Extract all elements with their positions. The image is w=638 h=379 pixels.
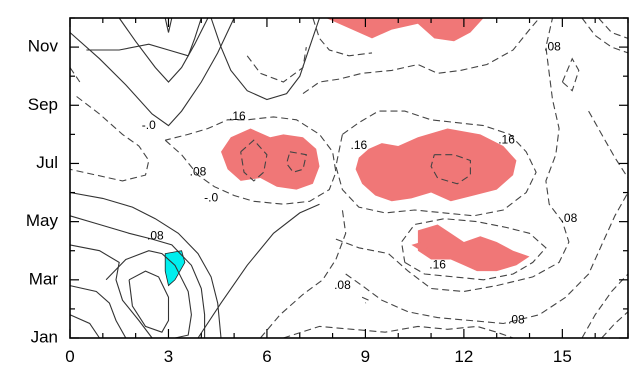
contour-line-solid-3 <box>69 17 235 127</box>
contour-line-dashed-10 <box>246 47 307 83</box>
contour-line-dashed-1 <box>164 116 337 205</box>
contour-label-6: -.0 <box>204 191 218 205</box>
contour-line-dashed-6 <box>400 218 547 281</box>
y-tick-label: Sep <box>28 95 58 114</box>
contour-labels: .08 .16 -.0 .16 .16 .08 -.0 .08 .08 .16 .08 .08 <box>142 39 578 326</box>
contour-label-3: .16 <box>351 138 368 152</box>
contour-line-solid-10 <box>69 314 100 339</box>
contour-lines <box>69 17 629 339</box>
y-tick-label: Nov <box>28 37 59 56</box>
contour-line-dashed-2 <box>240 139 268 182</box>
contour-line-solid-7 <box>128 270 170 333</box>
contour-line-dashed-12 <box>345 192 629 325</box>
x-tick-label: 6 <box>262 347 271 366</box>
contour-line-dashed-18 <box>581 273 629 339</box>
contour-line-dashed-4 <box>430 154 471 185</box>
high-region-2 <box>355 128 517 202</box>
shaded-regions <box>164 18 530 287</box>
contour-line-solid-6 <box>105 250 192 339</box>
contour-line-dashed-3 <box>285 151 307 173</box>
contour-line-dashed-15 <box>581 17 629 54</box>
contour-line-solid-11 <box>210 17 321 101</box>
high-region-3 <box>417 224 530 272</box>
contour-line-solid-2 <box>164 17 173 33</box>
contour-line-dashed-7 <box>302 17 540 95</box>
x-tick-label: 12 <box>454 347 473 366</box>
high-region-0 <box>326 18 484 42</box>
contour-line-dashed-14 <box>561 57 580 92</box>
contour-label-4: .16 <box>498 132 515 146</box>
x-tick-label: 15 <box>553 347 572 366</box>
contour-label-0: .08 <box>544 39 561 53</box>
contour-line-dashed-5 <box>335 110 537 217</box>
y-axis-tick-labels: Jan Mar May Jul Sep Nov <box>26 37 59 347</box>
contour-line-solid-8 <box>69 244 153 339</box>
contour-line-dashed-0 <box>69 96 150 182</box>
contour-line-solid-0 <box>86 17 202 57</box>
contour-label-2: -.0 <box>142 118 156 132</box>
contour-line-dashed-20 <box>283 325 514 339</box>
contour-label-5: .08 <box>190 164 207 178</box>
contour-label-10: .08 <box>334 278 351 292</box>
contour-line-solid-1 <box>118 17 209 83</box>
contour-line-solid-5 <box>69 215 206 338</box>
contour-line-solid-12 <box>197 203 320 339</box>
contour-line-dashed-11 <box>335 17 570 293</box>
contour-line-dashed-8 <box>312 17 373 57</box>
contour-line-dashed-9 <box>69 67 81 83</box>
axis-ticks <box>69 17 629 339</box>
contour-label-11: .08 <box>508 313 525 327</box>
y-tick-label: Jul <box>36 153 58 172</box>
contour-label-8: .08 <box>147 228 164 242</box>
contour-line-dashed-17 <box>588 110 629 179</box>
y-tick-label: Jan <box>31 327 58 346</box>
x-tick-label: 0 <box>65 347 74 366</box>
contour-line-dashed-19 <box>601 311 629 339</box>
plot-frame <box>69 17 629 339</box>
x-tick-label: 9 <box>361 347 370 366</box>
contour-line-solid-9 <box>69 285 127 339</box>
contour-label-7: .08 <box>561 211 578 225</box>
contour-line-dashed-16 <box>598 17 629 39</box>
contour-line-dashed-21 <box>361 296 370 304</box>
y-tick-label: Mar <box>29 269 59 288</box>
low-region-0 <box>164 250 186 287</box>
contour-line-solid-4 <box>69 191 222 339</box>
contour-label-9: .16 <box>429 257 446 271</box>
high-region-1 <box>221 128 320 190</box>
x-tick-label: 3 <box>164 347 173 366</box>
y-tick-label: May <box>26 211 59 230</box>
x-axis-tick-labels: 0 3 6 9 12 15 <box>65 347 572 366</box>
contour-label-1: .16 <box>229 109 246 123</box>
high-region-4 <box>411 242 428 251</box>
contour-line-dashed-13 <box>259 209 347 339</box>
